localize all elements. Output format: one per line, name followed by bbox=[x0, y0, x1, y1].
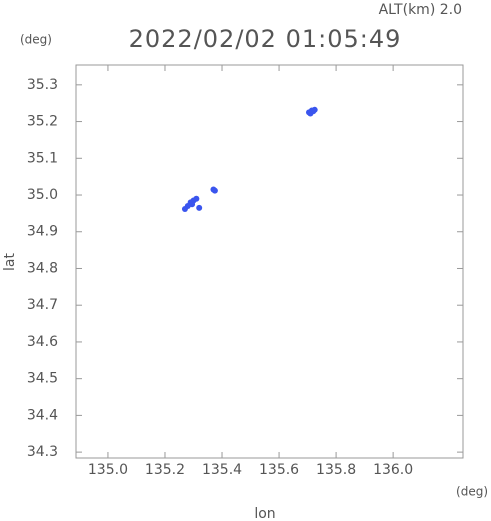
x-unit: (deg) bbox=[456, 485, 488, 499]
y-tick-label: 34.8 bbox=[27, 260, 58, 276]
x-tick-label: 135.6 bbox=[259, 462, 299, 478]
y-unit: (deg) bbox=[20, 33, 52, 47]
y-tick-label: 35.0 bbox=[27, 187, 58, 203]
y-axis-label: lat bbox=[2, 253, 18, 271]
x-tick-label: 135.2 bbox=[145, 462, 185, 478]
echo-point bbox=[193, 195, 200, 202]
x-tick-label: 135.0 bbox=[88, 462, 128, 478]
echo-point bbox=[196, 204, 203, 211]
x-tick-label: 136.0 bbox=[373, 462, 413, 478]
header: ALT(km) 2.0 bbox=[379, 2, 462, 18]
y-tick-label: 34.4 bbox=[27, 407, 58, 423]
y-tick-label: 35.2 bbox=[27, 114, 58, 130]
y-tick-label: 34.7 bbox=[27, 297, 58, 313]
chart-title: 2022/02/02 01:05:49 bbox=[129, 25, 402, 53]
y-tick-label: 35.1 bbox=[27, 150, 58, 166]
y-tick-label: 34.9 bbox=[27, 224, 58, 240]
echo-point bbox=[181, 205, 188, 212]
echo-point bbox=[310, 108, 317, 115]
x-tick-label: 135.4 bbox=[202, 462, 242, 478]
y-tick-label: 34.6 bbox=[27, 334, 58, 350]
echo-point bbox=[210, 186, 217, 193]
x-tick-label: 135.8 bbox=[316, 462, 356, 478]
plot-frame bbox=[75, 64, 464, 459]
y-tick-label: 34.5 bbox=[27, 371, 58, 387]
x-axis-label: lon bbox=[254, 506, 275, 521]
y-tick-label: 35.3 bbox=[27, 77, 58, 93]
y-tick-label: 34.3 bbox=[27, 444, 58, 460]
